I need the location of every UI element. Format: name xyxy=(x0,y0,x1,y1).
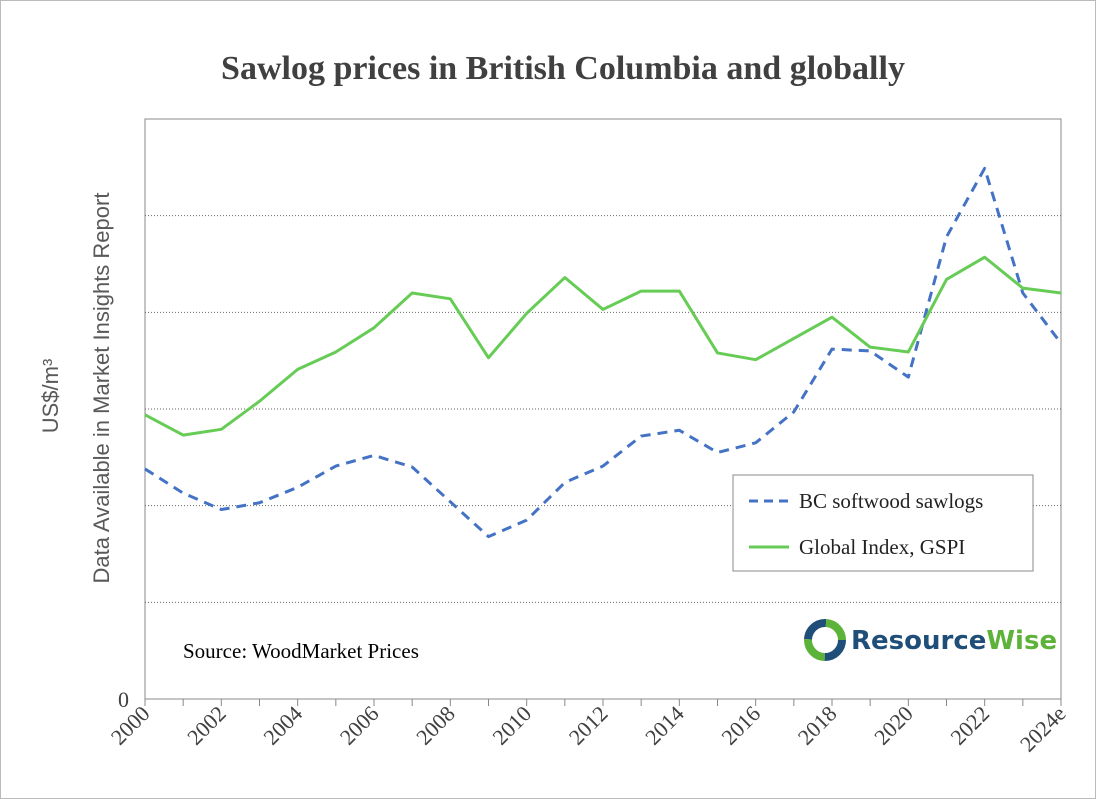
x-tick-label: 2012 xyxy=(564,701,613,750)
y-axis-note: Data Available in Market Insights Report xyxy=(89,193,114,584)
x-tick-label: 2024e xyxy=(1015,701,1071,757)
x-tick-label: 2006 xyxy=(335,701,384,750)
x-tick-label: 2018 xyxy=(793,701,842,750)
x-tick-label: 2014 xyxy=(640,701,689,750)
x-tick-label: 2020 xyxy=(869,701,918,750)
resourcewise-logo: ResourceWise xyxy=(804,619,1057,661)
x-tick-label: 2008 xyxy=(411,701,460,750)
legend-label-gspi: Global Index, GSPI xyxy=(799,535,965,559)
source-annotation: Source: WoodMarket Prices xyxy=(183,639,419,663)
y-axis-unit: US$/m³ xyxy=(38,359,63,434)
legend-label-bc: BC softwood sawlogs xyxy=(799,489,983,513)
legend: BC softwood sawlogs Global Index, GSPI xyxy=(732,474,1034,572)
x-tick-label: 2016 xyxy=(716,701,765,750)
plot-area xyxy=(144,118,1062,700)
x-tick-label: 2002 xyxy=(182,701,231,750)
logo-text-b: Wise xyxy=(986,626,1057,656)
series-line-gspi xyxy=(144,255,1062,437)
x-tick-label: 2000 xyxy=(106,701,155,750)
x-tick-label: 2010 xyxy=(487,701,536,750)
svg-text:ResourceWise: ResourceWise xyxy=(851,626,1057,656)
logo-mark-icon xyxy=(804,619,846,661)
x-tick-label: 2004 xyxy=(258,701,307,750)
x-tick-label: 2022 xyxy=(945,701,994,750)
y-tick-0: 0 xyxy=(118,687,129,712)
chart-title: Sawlog prices in British Columbia and gl… xyxy=(221,50,905,87)
logo-text-a: Resource xyxy=(851,626,986,656)
